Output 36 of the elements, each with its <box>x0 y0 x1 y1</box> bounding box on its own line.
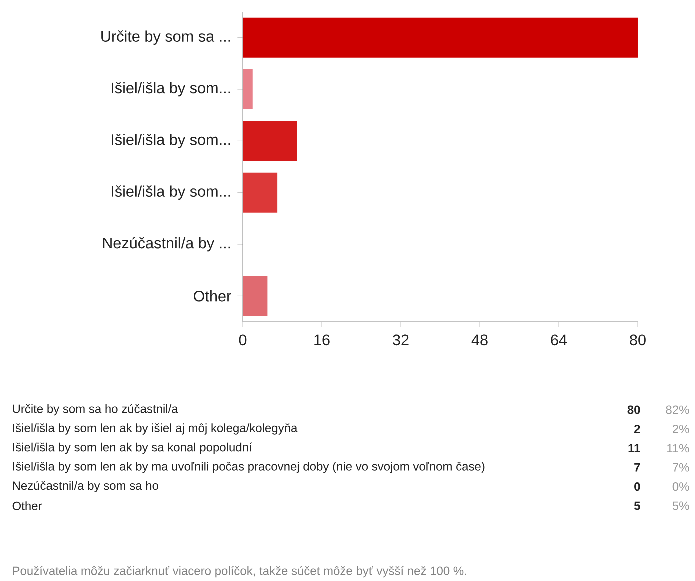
bar <box>243 70 253 110</box>
bar <box>243 276 268 316</box>
text: Nezúčastnil/a by som sa ho <box>13 481 158 492</box>
text: Išiel/išla by som len ak by sa konal popoludní <box>13 442 252 454</box>
text: 11% <box>668 444 690 453</box>
text: Other <box>12 502 42 510</box>
x-tick-label: 80 <box>630 334 646 346</box>
x-tick-label: 0 <box>239 334 247 346</box>
y-tick-label: Určite by som sa ... <box>102 30 230 46</box>
y-tick-label: Išiel/išla by som... <box>112 134 230 148</box>
x-tick-label: 32 <box>393 334 409 346</box>
y-tick-label: Other <box>194 290 232 302</box>
text: 0% <box>672 482 690 492</box>
x-tick-label: 64 <box>551 334 568 346</box>
text: 2% <box>673 424 690 434</box>
text: 11 <box>628 444 640 453</box>
x-tick-label: 48 <box>472 334 488 346</box>
text: Išiel/išla by som len ak by išiel aj môj kolega/kolegyňa <box>13 424 298 435</box>
text: 80 <box>628 406 640 414</box>
text: 82% <box>666 406 690 414</box>
bar <box>243 172 278 213</box>
text: 2 <box>634 425 640 434</box>
y-tick-label: Nezúčastnil/a by ... <box>103 237 230 252</box>
text: 5% <box>672 502 690 510</box>
text: Používatelia môžu začiarknuť viacero políčok, takže súčet môže byť vyšší než 100 %. <box>13 566 466 578</box>
bar <box>243 121 298 162</box>
y-tick-label: Išiel/išla by som... <box>112 82 230 97</box>
text: 7% <box>673 463 690 472</box>
text: 0 <box>634 482 640 492</box>
bar <box>243 18 638 58</box>
y-tick-label: Išiel/išla by som... <box>112 186 230 200</box>
text: 7 <box>634 463 640 472</box>
text: Určite by som sa ho zúčastnil/a <box>13 404 178 416</box>
x-tick-label: 16 <box>314 334 330 346</box>
text: 5 <box>634 502 640 510</box>
text: Išiel/išla by som len ak by ma uvoľnili počas pracovnej doby (nie vo svojom voľnom čase) <box>13 462 485 474</box>
